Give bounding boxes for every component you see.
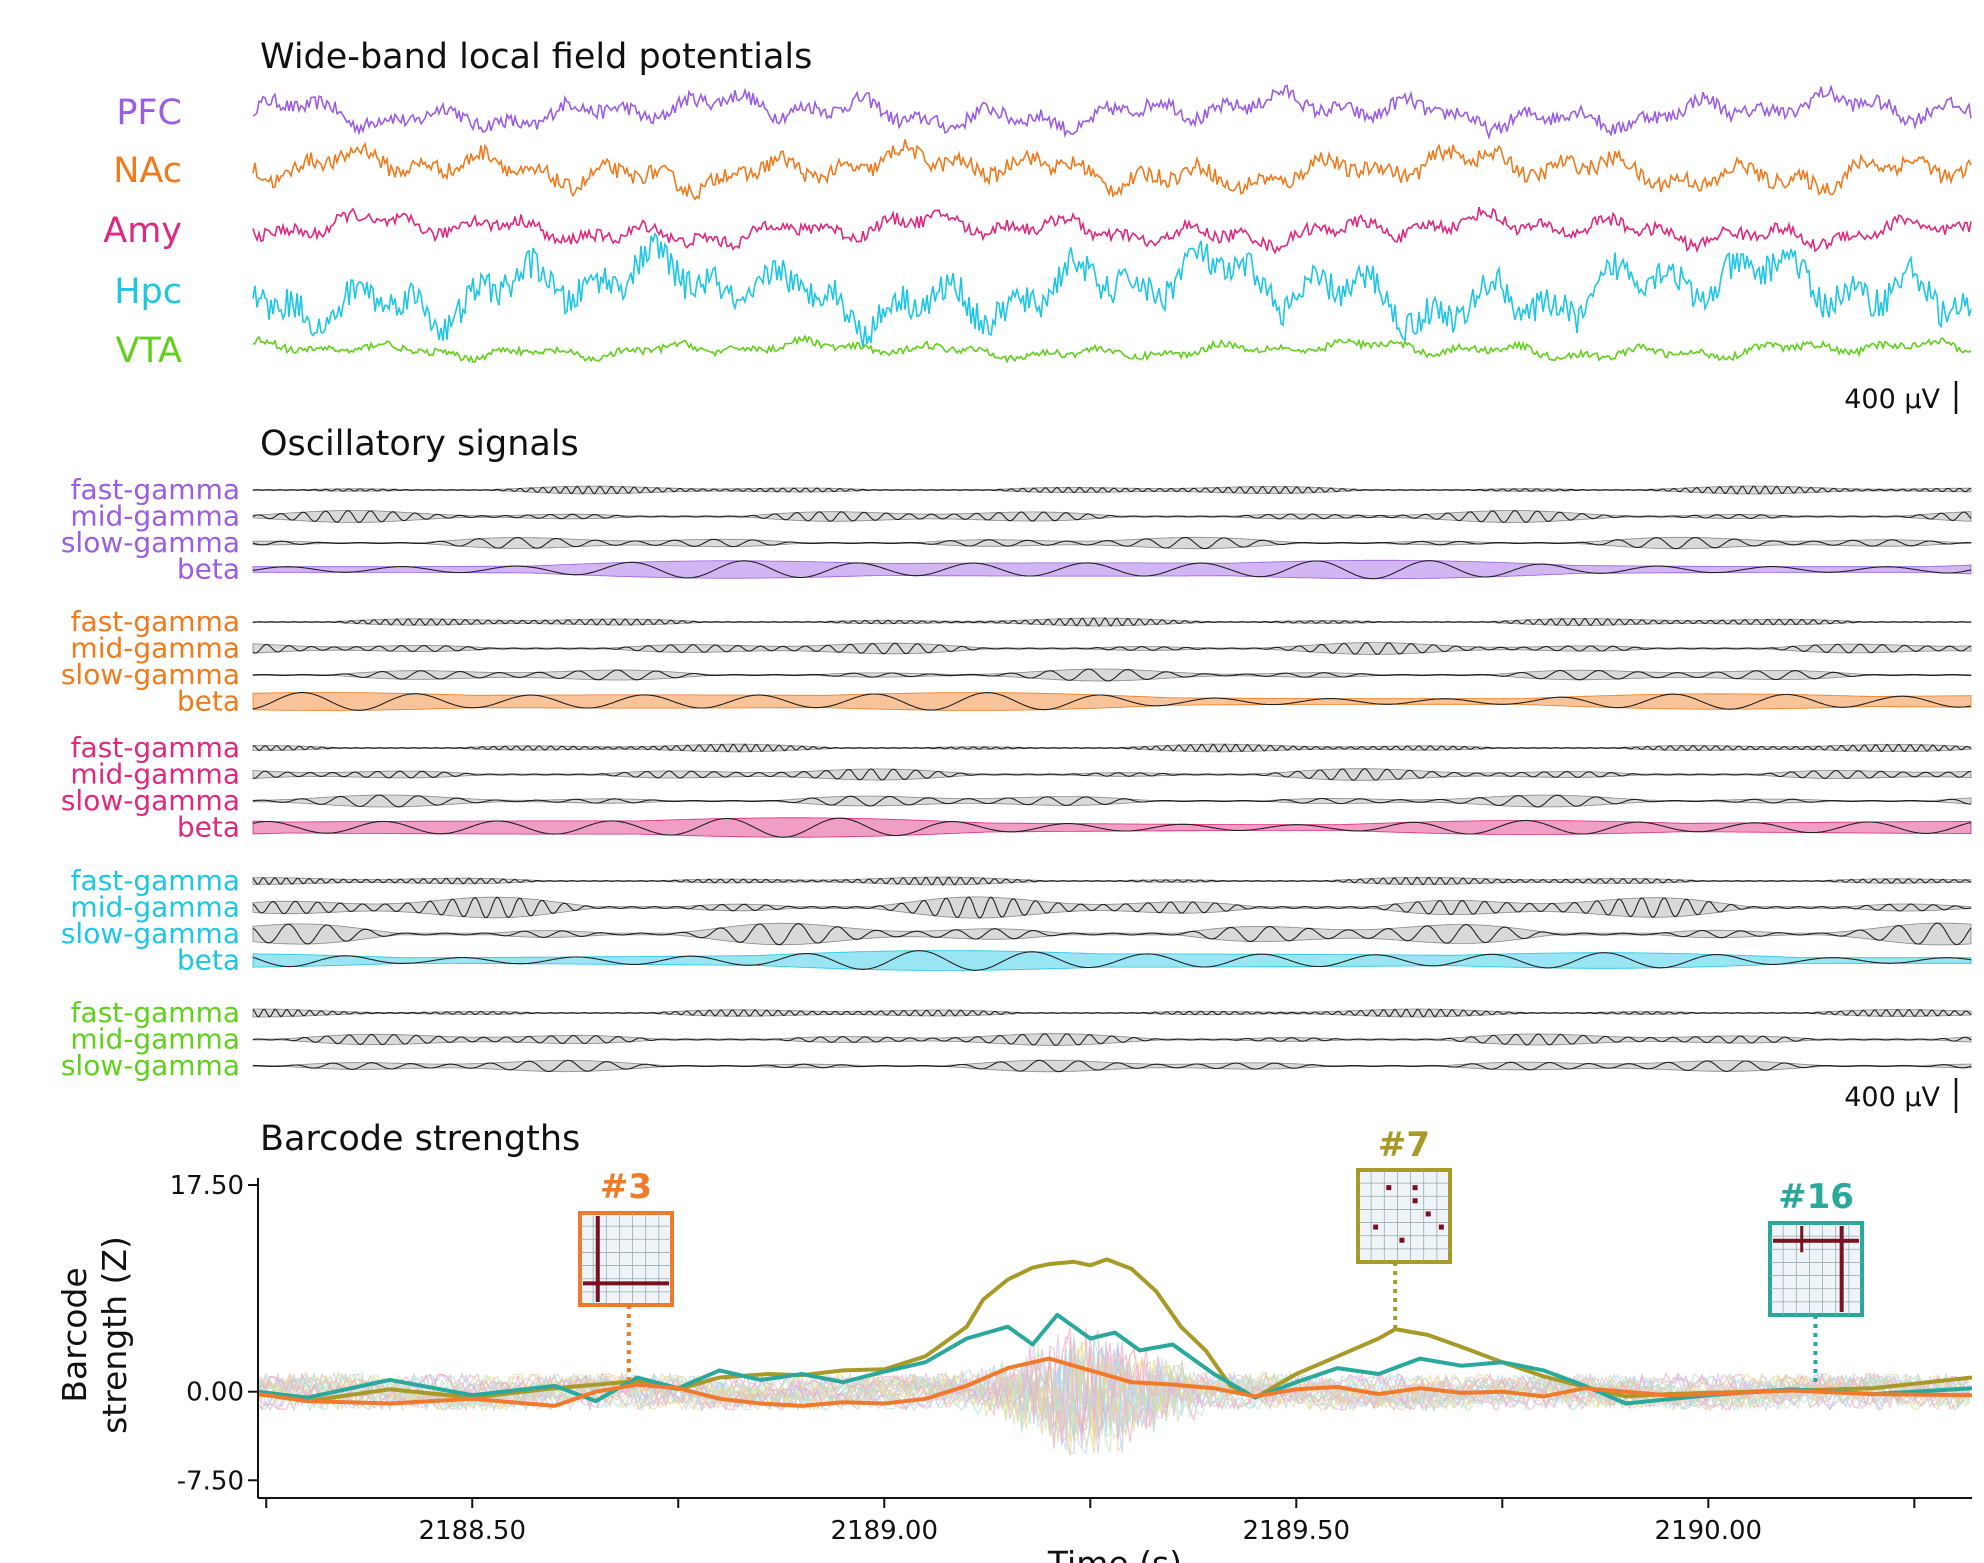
envelope-hpc-slow-gamma [252,922,1972,946]
oscillation-amy-slow-gamma [252,794,1972,808]
oscillation-amy-mid-gamma [252,768,1972,781]
oscillation-amy-beta [252,817,1972,838]
oscillation-nac-mid-gamma [252,642,1972,655]
lfp-trace-vta [253,334,1972,364]
band-label-hpc-slow-gamma: slow-gamma [61,917,240,950]
oscillation-pfc-mid-gamma [252,509,1972,524]
background-barcode-trace [257,1352,1971,1445]
lfp-trace-nac [252,139,1972,201]
oscillation-vta-mid-gamma [252,1033,1972,1046]
series-line-barcode-7 [257,1257,1973,1404]
y-tick-label: 17.50 [170,1171,244,1201]
region-label-amy: Amy [103,211,182,251]
lfp-trace-amy [252,206,1972,255]
band-label-vta-slow-gamma: slow-gamma [61,1049,240,1082]
oscillation-nac-fast-gamma [253,617,1972,627]
y-axis-label-line1: Barcode [55,1267,94,1402]
barcode-label-7: #7 [1378,1125,1430,1165]
band-label-hpc-fast-gamma: fast-gamma [71,864,240,897]
band-label-hpc-beta: beta [177,944,240,977]
envelope-hpc-beta [252,950,1972,971]
osc-scale-bar: 400 µV [1844,1078,1958,1113]
band-label-amy-slow-gamma: slow-gamma [61,784,240,817]
wide-scale-bar: 400 µV [1844,381,1958,415]
series-line-barcode-3 [257,1356,1973,1408]
y-tick-label: 0.00 [186,1378,244,1408]
oscillation-hpc-mid-gamma [252,896,1972,919]
envelope-vta-mid-gamma [252,1033,1972,1046]
band-label-nac-mid-gamma: mid-gamma [70,632,240,665]
background-barcode-trace [257,1340,1971,1449]
barcode-matrix-16 [1768,1221,1864,1317]
y-tick-label: -7.50 [177,1466,244,1496]
band-label-pfc-slow-gamma: slow-gamma [61,526,240,559]
x-tick-label: 2188.50 [418,1516,526,1546]
barcode-matrix-3 [578,1211,674,1307]
band-label-vta-fast-gamma: fast-gamma [71,996,240,1029]
oscillation-pfc-beta [252,560,1972,580]
envelope-pfc-slow-gamma [252,536,1972,550]
oscillation-pfc-slow-gamma [252,536,1971,550]
x-axis-label: Time (s) [1047,1544,1182,1563]
oscillatory-title: Oscillatory signals [260,424,579,464]
wide-band-title: Wide-band local field potentials [260,37,812,77]
band-label-pfc-beta: beta [177,553,240,586]
y-axis-label-line2: strength (Z) [95,1236,134,1434]
oscillation-hpc-beta [252,950,1972,971]
region-label-pfc: PFC [116,93,182,133]
oscillation-amy-fast-gamma [252,743,1972,753]
barcode-matrix-7 [1356,1168,1452,1264]
oscillation-vta-slow-gamma [253,1059,1972,1073]
envelope-pfc-beta [252,559,1972,580]
band-label-amy-mid-gamma: mid-gamma [70,758,240,791]
series-line-barcode-16 [257,1312,1973,1406]
band-label-amy-fast-gamma: fast-gamma [71,731,240,764]
x-tick-label: 2189.00 [831,1516,939,1546]
region-label-nac: NAc [113,151,182,191]
band-label-vta-mid-gamma: mid-gamma [70,1023,240,1056]
lfp-trace-pfc [252,84,1972,140]
oscillation-nac-slow-gamma [252,668,1972,682]
band-label-pfc-fast-gamma: fast-gamma [71,473,240,506]
region-label-vta: VTA [115,331,182,371]
x-tick-label: 2190.00 [1655,1516,1763,1546]
osc-scale-label: 400 µV [1844,1082,1940,1113]
lfp-trace-hpc [252,232,1972,347]
band-label-nac-slow-gamma: slow-gamma [61,658,240,691]
oscillation-hpc-fast-gamma [252,876,1972,886]
wide-scale-label: 400 µV [1844,384,1940,415]
band-label-nac-beta: beta [177,685,240,718]
envelope-amy-beta [252,817,1972,838]
barcode-title: Barcode strengths [260,1119,580,1159]
background-barcode-trace [257,1333,1971,1437]
region-label-hpc: Hpc [114,272,182,312]
envelope-nac-beta [252,692,1972,711]
barcode-label-16: #16 [1778,1177,1854,1217]
band-label-nac-fast-gamma: fast-gamma [71,605,240,638]
x-tick-label: 2189.50 [1243,1516,1351,1546]
oscillation-pfc-fast-gamma [252,485,1972,495]
oscillation-hpc-slow-gamma [252,922,1972,946]
barcode-chart: #3 #7 #16 17.50 0.00 -7.50 2188.50 2189.00 2189… [55,1125,1973,1563]
oscillation-vta-fast-gamma [252,1008,1972,1018]
band-label-amy-beta: beta [177,811,240,844]
barcode-label-3: #3 [600,1167,652,1207]
oscillation-nac-beta [252,692,1972,711]
envelope-amy-slow-gamma [252,794,1972,808]
band-label-hpc-mid-gamma: mid-gamma [70,891,240,924]
band-label-pfc-mid-gamma: mid-gamma [70,500,240,533]
